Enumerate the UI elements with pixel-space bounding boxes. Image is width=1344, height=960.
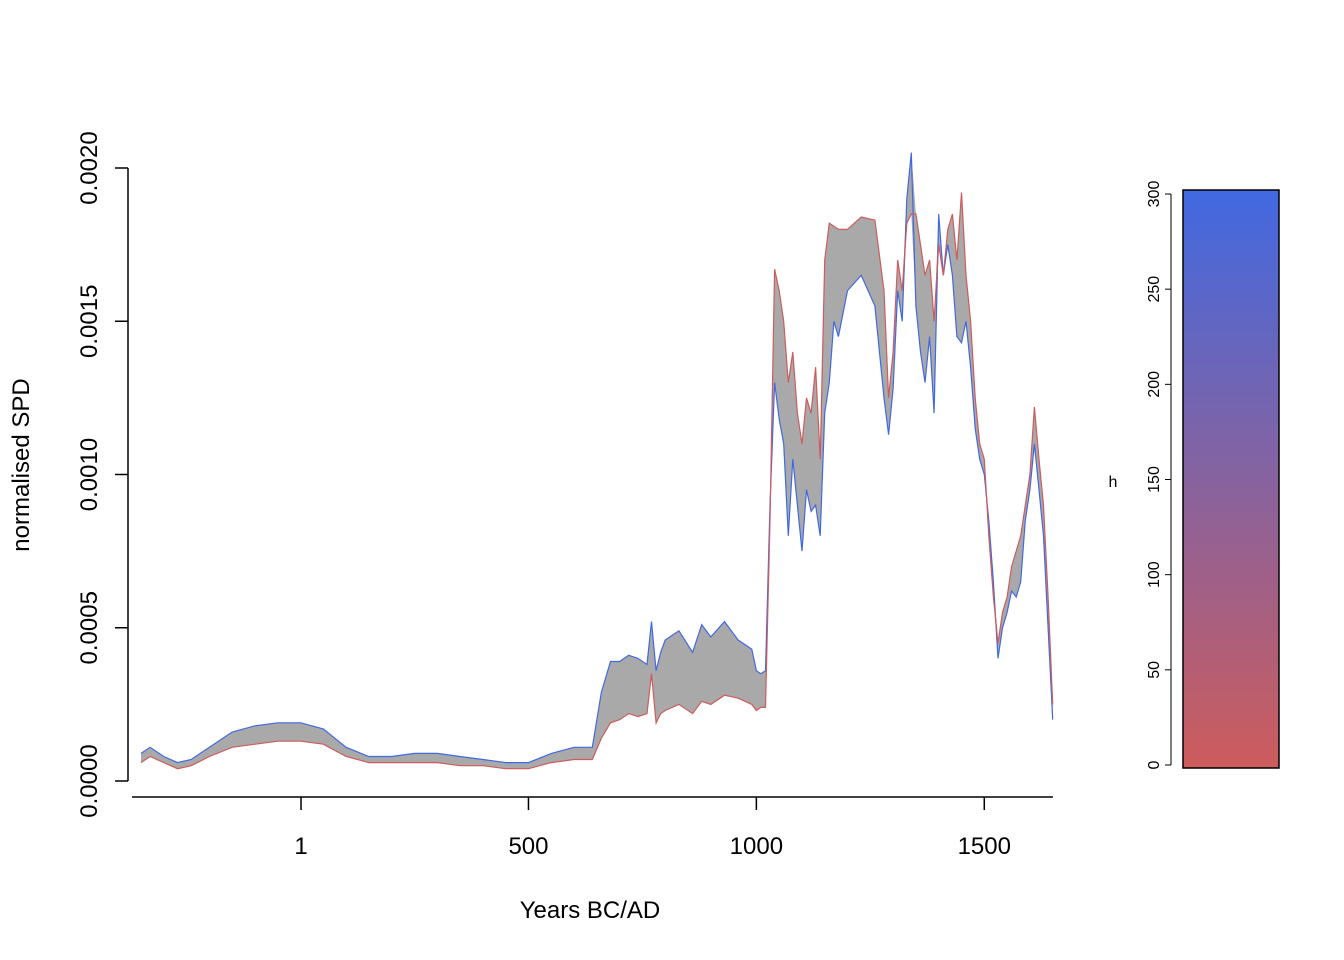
colorbar-tick-label: 0 (1146, 760, 1163, 769)
x-axis-label: Years BC/AD (520, 897, 661, 924)
colorbar-tick-label: 300 (1146, 181, 1163, 208)
colorbar: 0 50 100 150 200 250 300 h (1109, 181, 1280, 769)
series-line-2 (140, 192, 1054, 770)
series-lines (140, 152, 1054, 770)
colorbar-gradient (1182, 189, 1280, 769)
x-tick-label: 500 (508, 833, 548, 860)
x-axis: 1 500 1000 1500 (132, 796, 1053, 860)
y-tick-label: 0.0020 (76, 131, 103, 204)
x-tick-label: 1500 (958, 833, 1011, 860)
colorbar-tick-label: 150 (1146, 466, 1163, 493)
colorbar-tick-label: 200 (1146, 371, 1163, 398)
colorbar-tick-label: 100 (1146, 561, 1163, 588)
x-tick-label: 1000 (730, 833, 783, 860)
spd-envelope (141, 152, 1053, 769)
y-tick-label: 0.0010 (76, 438, 103, 511)
y-axis-label: normalised SPD (8, 378, 35, 551)
y-tick-label: 0.0005 (76, 591, 103, 664)
plot-area (140, 152, 1054, 770)
colorbar-tick-label: 250 (1146, 276, 1163, 303)
y-tick-label: 0.0015 (76, 285, 103, 358)
colorbar-tick-label: 50 (1146, 661, 1163, 679)
series-line-1 (140, 152, 1054, 764)
colorbar-label: h (1109, 474, 1118, 491)
y-axis: 0.0000 0.0005 0.0010 0.0015 0.0020 (76, 131, 129, 818)
y-tick-label: 0.0000 (76, 744, 103, 817)
x-tick-label: 1 (294, 833, 307, 860)
